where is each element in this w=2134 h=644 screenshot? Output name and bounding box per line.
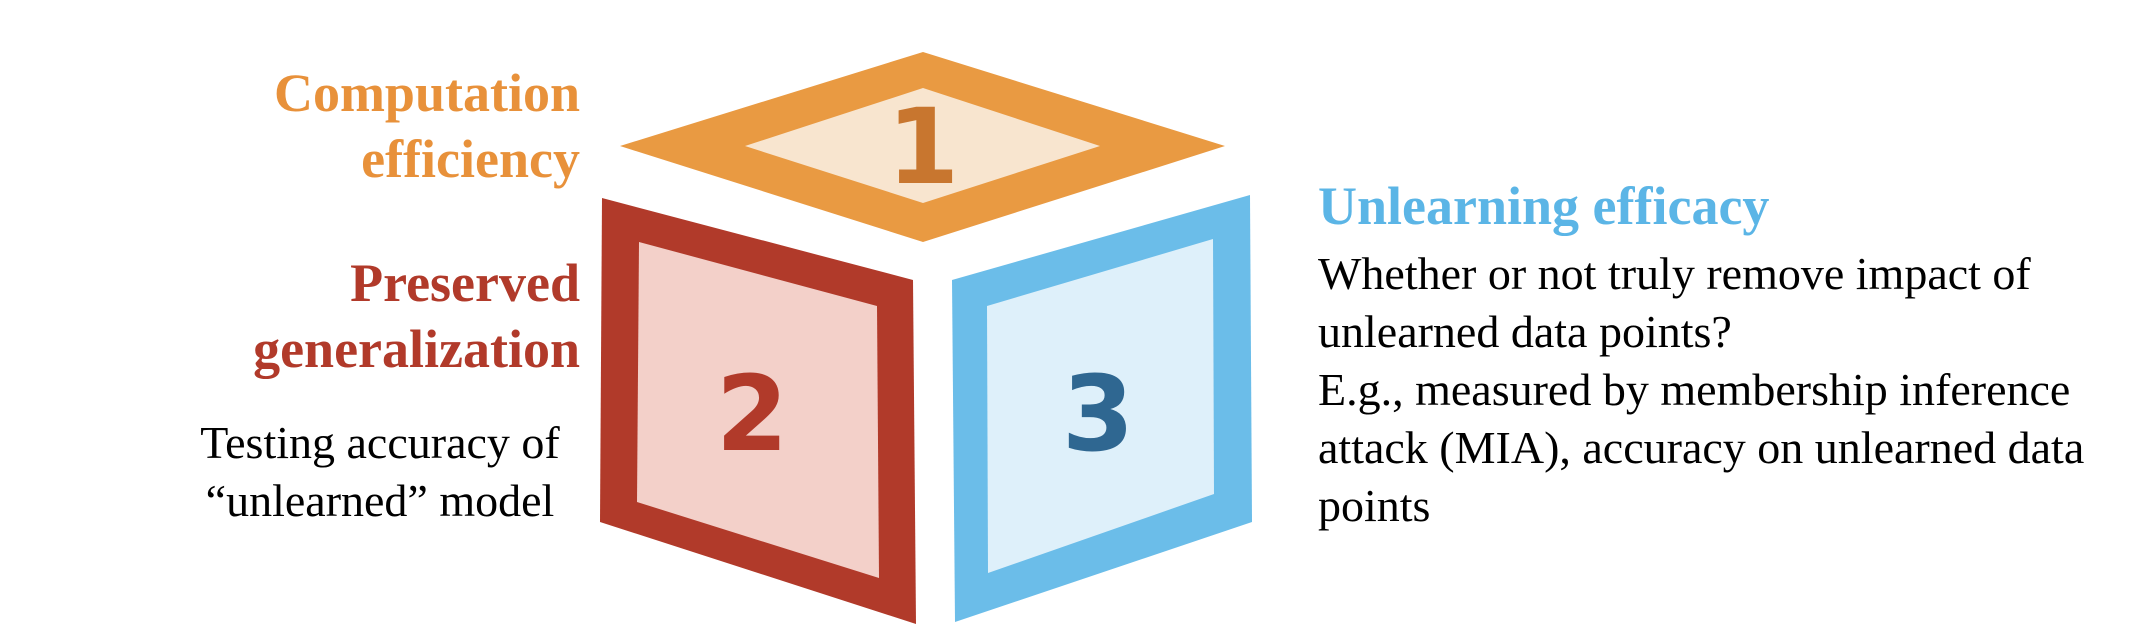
description-line: Whether or not truly remove impact of	[1318, 248, 2031, 299]
heading-line: generalization	[253, 319, 580, 379]
description-line: Testing accuracy of	[200, 417, 560, 468]
face-2-number: 2	[716, 353, 788, 475]
computation-efficiency-heading: Computation efficiency	[60, 60, 580, 192]
face-2-inner	[637, 242, 879, 578]
heading-line: efficiency	[361, 129, 580, 189]
heading-line: Computation	[273, 63, 580, 123]
description-line: “unlearned” model	[205, 475, 555, 526]
unlearning-efficacy-heading: Unlearning efficacy	[1318, 173, 2018, 239]
preserved-generalization-description: Testing accuracy of “unlearned” model	[170, 414, 590, 530]
face-3-inner	[987, 239, 1214, 573]
face-1-number: 1	[887, 86, 959, 208]
unlearning-efficacy-description: Whether or not truly remove impact of un…	[1318, 245, 2118, 535]
face-3-number: 3	[1062, 353, 1134, 475]
description-line: points	[1318, 480, 1431, 531]
description-line: unlearned data points?	[1318, 306, 1732, 357]
cube-face-right: 3	[952, 195, 1252, 622]
heading-line: Unlearning efficacy	[1318, 176, 1770, 236]
description-line: attack (MIA), accuracy on unlearned data	[1318, 422, 2085, 473]
heading-line: Preserved	[350, 253, 580, 313]
description-line: E.g., measured by membership inference	[1318, 364, 2071, 415]
face-1-inner	[745, 88, 1100, 203]
cube-face-top: 1	[620, 52, 1225, 242]
cube-face-left: 2	[600, 198, 916, 624]
preserved-generalization-heading: Preserved generalization	[20, 250, 580, 382]
